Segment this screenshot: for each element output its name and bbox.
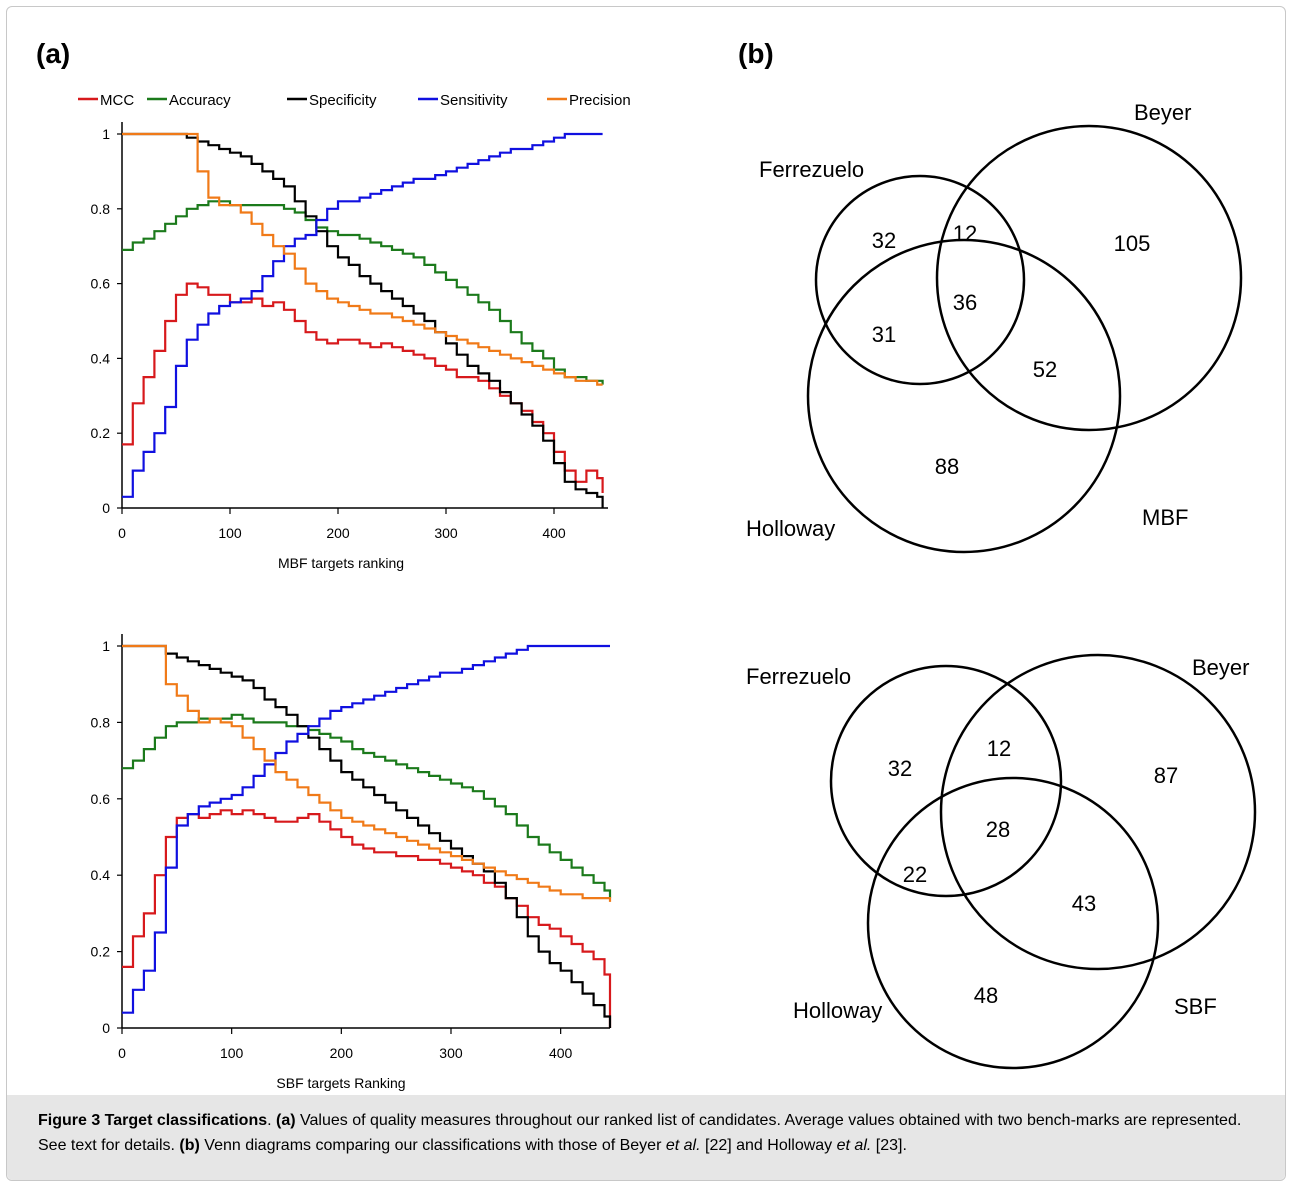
venn-region-fh: 22: [903, 862, 927, 887]
venn-diagram-sbf: Ferrezuelo Beyer Holloway SBF 32 12 87 28 22 43 48: [746, 653, 1257, 1070]
series-line-sensitivity: [122, 132, 603, 498]
caption-b-text-1: Venn diagrams comparing our classificati…: [199, 1137, 666, 1154]
legend-label-sensitivity: Sensitivity: [440, 92, 508, 109]
x-tick-label: 400: [542, 525, 566, 541]
venn-circle-holloway: [866, 776, 1160, 1070]
venn-region-bh: 43: [1072, 891, 1096, 916]
venn-set-label-beyer: Beyer: [1192, 655, 1249, 680]
caption-a-text: Values of quality measures throughout ou…: [38, 1112, 1242, 1154]
venn-region-fbh: 36: [953, 290, 977, 315]
series-line-accuracy: [122, 200, 604, 385]
series-line-mcc: [122, 282, 604, 493]
y-tick-label: 0: [102, 500, 110, 516]
series-line-precision: [122, 132, 603, 386]
venn-set-label-beyer: Beyer: [1134, 100, 1191, 125]
caption-box: [7, 1095, 1285, 1180]
venn-set-label-ferrezuelo: Ferrezuelo: [746, 664, 851, 689]
series-line-sensitivity: [122, 644, 610, 1014]
chart-legend: MCC Accuracy Specificity Sensitivity Precisi…: [78, 92, 631, 109]
series-line-specificity: [122, 644, 612, 1028]
x-tick-label: 400: [549, 1045, 573, 1061]
x-tick-label: 200: [330, 1045, 354, 1061]
y-tick-label: 0.8: [91, 714, 111, 730]
series-line-mcc: [122, 809, 612, 1028]
legend-label-accuracy: Accuracy: [169, 92, 231, 109]
venn-circle-ferrezuelo: [829, 664, 1063, 898]
venn-region-bh: 52: [1033, 357, 1057, 382]
legend-label-specificity: Specificity: [309, 92, 377, 109]
y-tick-label: 0.2: [91, 425, 111, 441]
venn-corner-label: MBF: [1142, 505, 1188, 530]
caption-etal-2: et al.: [836, 1137, 872, 1154]
venn-region-f-only: 32: [872, 228, 896, 253]
venn-region-b-only: 105: [1114, 231, 1151, 256]
venn-region-f-only: 32: [888, 756, 912, 781]
venn-region-fb: 12: [987, 736, 1011, 761]
y-tick-label: 0.4: [91, 350, 111, 366]
venn-diagram-mbf: Ferrezuelo Beyer Holloway MBF 32 12 105 36 31 52 8…: [746, 100, 1243, 554]
venn-region-h-only: 88: [935, 454, 959, 479]
line-chart-sbf: 0 0.2 0.4 0.6 0.8 1 0 100 200 300 400 SBF targets R…: [91, 634, 612, 1091]
venn-region-fbh: 28: [986, 817, 1010, 842]
caption-b-text-3: [23].: [871, 1137, 907, 1154]
venn-set-label-ferrezuelo: Ferrezuelo: [759, 157, 864, 182]
x-axis-title: SBF targets Ranking: [276, 1075, 405, 1091]
line-chart-mbf: 0 0.2 0.4 0.6 0.8 1 0 100 200 300 400 MBF targets r…: [91, 122, 608, 571]
y-tick-label: 1: [102, 126, 110, 142]
venn-circle-beyer: [935, 124, 1243, 432]
venn-set-label-holloway: Holloway: [793, 998, 882, 1023]
y-tick-label: 1: [102, 638, 110, 654]
venn-region-fh: 31: [872, 322, 896, 347]
caption-b-label: (b): [179, 1137, 200, 1154]
venn-region-h-only: 48: [974, 983, 998, 1008]
panel-b-label: (b): [738, 38, 774, 69]
figure-svg: MCC Accuracy Specificity Sensitivity Precisi…: [78, 92, 1257, 1091]
y-tick-label: 0: [102, 1020, 110, 1036]
y-tick-label: 0.6: [91, 791, 111, 807]
x-tick-label: 300: [434, 525, 458, 541]
y-tick-label: 0.4: [91, 867, 111, 883]
x-tick-label: 100: [218, 525, 242, 541]
legend-label-mcc: MCC: [100, 92, 134, 109]
x-tick-label: 0: [118, 525, 126, 541]
y-tick-label: 0.8: [91, 201, 111, 217]
series-line-precision: [122, 644, 612, 902]
venn-corner-label: SBF: [1174, 994, 1217, 1019]
x-tick-label: 0: [118, 1045, 126, 1061]
x-tick-label: 200: [326, 525, 350, 541]
venn-region-b-only: 87: [1154, 763, 1178, 788]
caption-etal-1: et al.: [665, 1137, 701, 1154]
x-tick-label: 300: [439, 1045, 463, 1061]
series-line-accuracy: [122, 713, 612, 899]
figure-caption: Figure 3 Target classifications. (a) Val…: [38, 1108, 1268, 1158]
venn-circle-beyer: [939, 653, 1257, 971]
legend-label-precision: Precision: [569, 92, 631, 109]
caption-b-text-2: [22] and Holloway: [700, 1137, 837, 1154]
y-tick-label: 0.6: [91, 276, 111, 292]
venn-circle-ferrezuelo: [814, 174, 1026, 386]
caption-sep: .: [267, 1112, 276, 1129]
x-tick-label: 100: [220, 1045, 244, 1061]
venn-set-label-holloway: Holloway: [746, 516, 835, 541]
figure-frame: [6, 6, 1286, 1181]
caption-figure-label: Figure 3 Target classifications: [38, 1112, 268, 1129]
panel-a-label: (a): [36, 38, 71, 69]
caption-a-label: (a): [276, 1112, 296, 1129]
series-line-specificity: [122, 132, 604, 508]
venn-circle-holloway: [806, 238, 1122, 554]
venn-region-fb: 12: [953, 221, 977, 246]
x-axis-title: MBF targets ranking: [278, 555, 404, 571]
y-tick-label: 0.2: [91, 944, 111, 960]
